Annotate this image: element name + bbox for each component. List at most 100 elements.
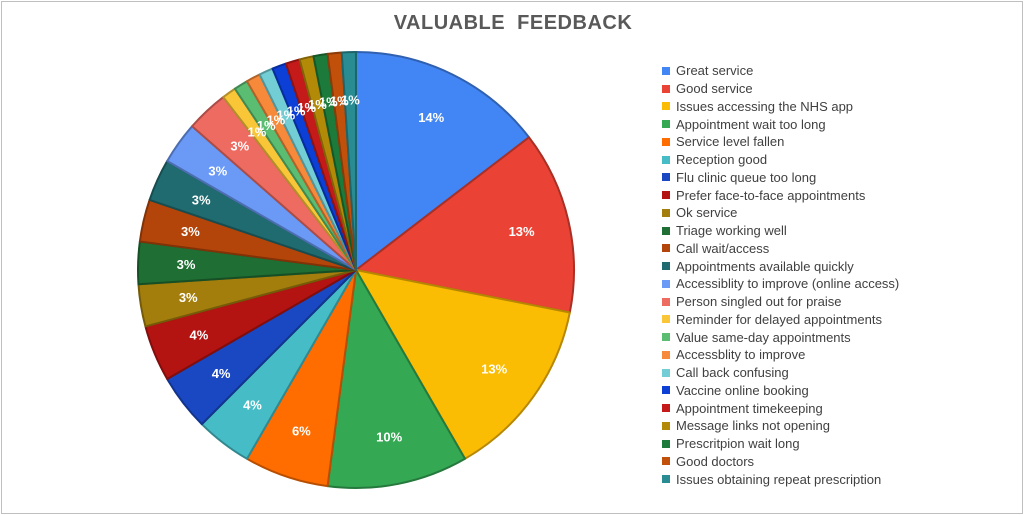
legend-item-14: Reminder for delayed appointments bbox=[662, 311, 992, 329]
data-label-12: 3% bbox=[208, 163, 227, 178]
legend-swatch-13 bbox=[662, 297, 670, 306]
legend-item-11: Appointments available quickly bbox=[662, 257, 992, 275]
legend-label-3: Appointment wait too long bbox=[676, 116, 826, 132]
pie-slice-0 bbox=[355, 51, 530, 271]
legend-item-13: Person singled out for praise bbox=[662, 293, 992, 311]
legend-swatch-7 bbox=[662, 191, 670, 200]
legend-item-20: Message links not opening bbox=[662, 417, 992, 435]
legend-swatch-18 bbox=[662, 386, 670, 395]
legend-swatch-21 bbox=[662, 439, 670, 448]
legend-label-15: Value same-day appointments bbox=[676, 329, 851, 345]
data-label-16: 1% bbox=[266, 113, 285, 128]
legend-label-16: Accessblity to improve bbox=[676, 347, 806, 363]
legend-item-16: Accessblity to improve bbox=[662, 346, 992, 364]
data-label-18: 1% bbox=[287, 103, 306, 118]
legend-label-0: Great service bbox=[676, 63, 754, 79]
data-label-0: 14% bbox=[418, 110, 444, 125]
legend-swatch-4 bbox=[662, 137, 670, 146]
legend-item-1: Good service bbox=[662, 80, 992, 98]
legend-swatch-8 bbox=[662, 208, 670, 217]
pie-slice-2 bbox=[355, 269, 571, 460]
legend-swatch-2 bbox=[662, 102, 670, 111]
data-label-14: 1% bbox=[248, 124, 267, 139]
legend-swatch-5 bbox=[662, 155, 670, 164]
legend-swatch-3 bbox=[662, 120, 670, 129]
legend-item-10: Call wait/access bbox=[662, 240, 992, 258]
legend-label-13: Person singled out for praise bbox=[676, 294, 842, 310]
pie-slice-23 bbox=[340, 51, 357, 271]
legend-item-3: Appointment wait too long bbox=[662, 115, 992, 133]
data-label-5: 4% bbox=[243, 397, 262, 412]
legend-label-17: Call back confusing bbox=[676, 365, 789, 381]
legend-item-17: Call back confusing bbox=[662, 364, 992, 382]
legend-item-4: Service level fallen bbox=[662, 133, 992, 151]
legend-item-21: Prescritpion wait long bbox=[662, 435, 992, 453]
legend-swatch-15 bbox=[662, 333, 670, 342]
legend-label-6: Flu clinic queue too long bbox=[676, 169, 817, 185]
data-label-17: 1% bbox=[276, 108, 295, 123]
data-label-7: 4% bbox=[190, 328, 209, 343]
legend-item-22: Good doctors bbox=[662, 453, 992, 471]
data-label-22: 1% bbox=[330, 93, 349, 108]
legend-item-7: Prefer face-to-face appointments bbox=[662, 186, 992, 204]
legend-label-8: Ok service bbox=[676, 205, 738, 221]
legend-label-1: Good service bbox=[676, 81, 753, 97]
data-label-15: 1% bbox=[257, 118, 276, 133]
legend-label-21: Prescritpion wait long bbox=[676, 436, 800, 452]
legend-item-15: Value same-day appointments bbox=[662, 328, 992, 346]
legend-label-10: Call wait/access bbox=[676, 240, 770, 256]
data-label-4: 6% bbox=[292, 424, 311, 439]
legend-swatch-1 bbox=[662, 84, 670, 93]
legend-swatch-0 bbox=[662, 66, 670, 75]
pie-slices bbox=[137, 51, 575, 489]
pie-slice-3 bbox=[326, 269, 466, 489]
data-label-19: 1% bbox=[297, 100, 316, 115]
legend-swatch-10 bbox=[662, 244, 670, 253]
legend-item-18: Vaccine online booking bbox=[662, 382, 992, 400]
legend-item-23: Issues obtaining repeat prescription bbox=[662, 470, 992, 488]
legend-item-0: Great service bbox=[662, 62, 992, 80]
legend-label-23: Issues obtaining repeat prescription bbox=[676, 471, 882, 487]
pie-slice-1 bbox=[355, 136, 575, 314]
legend-label-4: Service level fallen bbox=[676, 134, 785, 150]
legend-item-6: Flu clinic queue too long bbox=[662, 169, 992, 187]
legend-label-19: Appointment timekeeping bbox=[676, 400, 823, 416]
legend-swatch-17 bbox=[662, 368, 670, 377]
legend-swatch-9 bbox=[662, 226, 670, 235]
legend-swatch-22 bbox=[662, 457, 670, 466]
data-label-2: 13% bbox=[481, 362, 507, 377]
legend-swatch-23 bbox=[662, 475, 670, 484]
legend-label-11: Appointments available quickly bbox=[676, 258, 854, 274]
legend-label-20: Message links not opening bbox=[676, 418, 830, 434]
legend-swatch-14 bbox=[662, 315, 670, 324]
data-label-6: 4% bbox=[212, 366, 231, 381]
legend-item-19: Appointment timekeeping bbox=[662, 399, 992, 417]
data-label-10: 3% bbox=[181, 224, 200, 239]
data-label-20: 1% bbox=[308, 97, 327, 112]
legend-swatch-19 bbox=[662, 404, 670, 413]
data-label-21: 1% bbox=[319, 95, 338, 110]
data-label-8: 3% bbox=[179, 290, 198, 305]
legend-swatch-11 bbox=[662, 262, 670, 271]
legend-item-8: Ok service bbox=[662, 204, 992, 222]
legend-label-9: Triage working well bbox=[676, 223, 787, 239]
legend-item-2: Issues accessing the NHS app bbox=[662, 98, 992, 116]
data-label-11: 3% bbox=[192, 192, 211, 207]
legend-label-18: Vaccine online booking bbox=[676, 382, 809, 398]
legend-label-14: Reminder for delayed appointments bbox=[676, 311, 882, 327]
legend-label-5: Reception good bbox=[676, 152, 768, 168]
legend-item-12: Accessiblity to improve (online access) bbox=[662, 275, 992, 293]
legend-swatch-16 bbox=[662, 350, 670, 359]
legend-swatch-6 bbox=[662, 173, 670, 182]
chart-title: VALUABLE FEEDBACK bbox=[393, 12, 633, 34]
legend-item-5: Reception good bbox=[662, 151, 992, 169]
pie-data-labels: 14%13%13%10%6%4%4%4%3%3%3%3%3%3%1%1%1%1%… bbox=[177, 93, 535, 445]
data-label-13: 3% bbox=[230, 138, 249, 153]
legend-label-2: Issues accessing the NHS app bbox=[676, 98, 854, 114]
legend-label-7: Prefer face-to-face appointments bbox=[676, 187, 866, 203]
legend-label-12: Accessiblity to improve (online access) bbox=[676, 276, 900, 292]
data-label-23: 1% bbox=[341, 93, 360, 108]
legend-swatch-12 bbox=[662, 279, 670, 288]
legend-label-22: Good doctors bbox=[676, 453, 755, 469]
